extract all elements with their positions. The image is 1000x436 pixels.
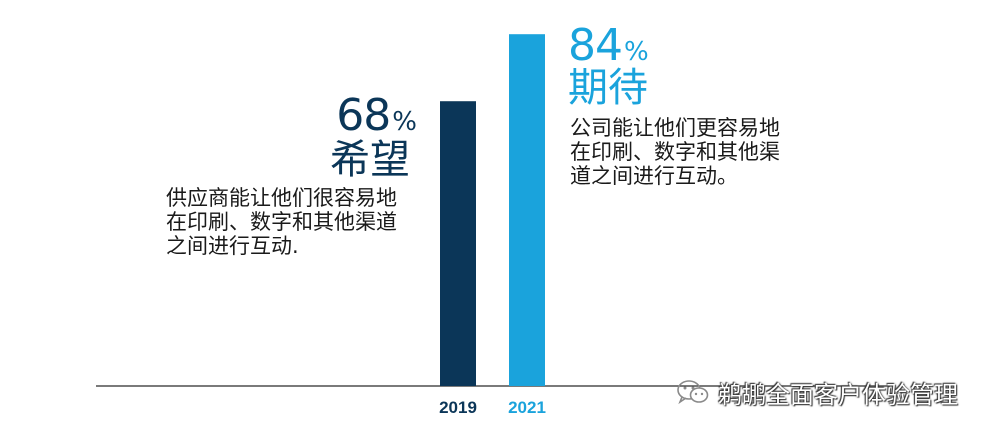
value-label-2019: 68% xyxy=(336,94,417,138)
description-2021: 公司能让他们更容易地 在印刷、数字和其他渠 道之间进行互动。 xyxy=(570,116,780,188)
bar-2019 xyxy=(440,101,476,386)
wechat-icon xyxy=(677,380,709,405)
description-2019-line-3: 之间进行互动. xyxy=(166,234,299,258)
annotation-word-2019: 希望 xyxy=(330,137,410,183)
description-2021-line-3: 道之间进行互动。 xyxy=(570,164,738,188)
x-tick-label-2019: 2019 xyxy=(439,398,477,417)
x-tick-label-2021: 2021 xyxy=(508,398,546,417)
watermark: 鹈鹕全面客户体验管理 xyxy=(676,377,958,409)
description-2019-line-1: 供应商能让他们很容易地 xyxy=(166,186,397,210)
value-unit-2019: % xyxy=(392,107,417,137)
value-unit-2021: % xyxy=(624,37,649,67)
value-number-2019: 68 xyxy=(336,90,391,141)
description-2019-line-2: 在印刷、数字和其他渠道 xyxy=(166,210,397,234)
bar-2021 xyxy=(509,34,545,387)
annotation-word-2021: 期待 xyxy=(568,65,648,111)
watermark-text: 鹈鹕全面客户体验管理 xyxy=(718,380,958,409)
value-number-2021: 84 xyxy=(568,20,623,71)
description-2019: 供应商能让他们很容易地 在印刷、数字和其他渠道 之间进行互动. xyxy=(166,186,397,258)
value-label-2021: 84% xyxy=(568,24,649,68)
description-2021-line-1: 公司能让他们更容易地 xyxy=(570,116,780,140)
description-2021-line-2: 在印刷、数字和其他渠 xyxy=(570,140,780,164)
